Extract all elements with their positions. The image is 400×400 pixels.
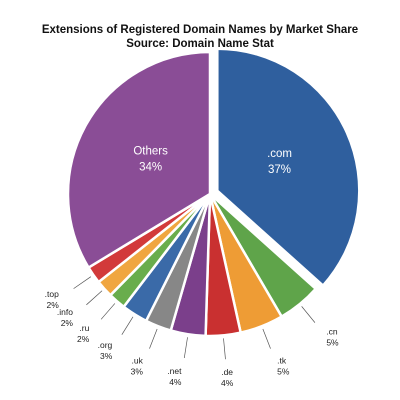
- chart-title: Extensions of Registered Domain Names by…: [41, 24, 359, 36]
- slice-value-com: 37%: [268, 164, 291, 176]
- leader-line-net: [183, 337, 188, 359]
- pie-slice-com: [216, 47, 361, 288]
- leader-line-cn: [301, 306, 316, 323]
- slice-value-tk: 5%: [277, 366, 290, 376]
- leader-line-ru: [100, 303, 116, 320]
- slice-value-top: 2%: [47, 300, 60, 310]
- slice-label-info: .info: [57, 307, 73, 317]
- slice-value-de: 4%: [221, 378, 234, 388]
- slice-value-ru: 2%: [77, 334, 90, 344]
- leader-line-info: [86, 290, 103, 306]
- slice-label-de: .de: [221, 367, 233, 377]
- chart-subtitle: Source: Domain Name Stat: [126, 38, 274, 50]
- slice-value-info: 2%: [61, 318, 74, 328]
- leader-line-org: [121, 316, 134, 335]
- leader-line-de: [223, 338, 226, 360]
- slice-label-ru: .ru: [79, 323, 89, 333]
- slice-value-net: 4%: [169, 377, 182, 387]
- pie-slice-others: [66, 50, 212, 270]
- slice-label-cn: .cn: [326, 327, 338, 337]
- leader-line-uk: [149, 328, 158, 349]
- slice-label-tk: .tk: [277, 355, 287, 365]
- slice-label-uk: .uk: [132, 355, 144, 365]
- slice-label-net: .net: [167, 366, 182, 376]
- slice-value-org: 3%: [100, 351, 113, 361]
- slice-value-uk: 3%: [131, 366, 144, 376]
- leader-line-top: [73, 276, 92, 289]
- slice-label-top: .top: [45, 289, 59, 299]
- slice-label-com: .com: [267, 148, 292, 160]
- slice-value-cn: 5%: [326, 338, 339, 348]
- slice-label-others: Others: [133, 146, 168, 158]
- slice-value-others: 34%: [139, 162, 162, 174]
- slice-label-org: .org: [98, 340, 113, 350]
- leader-line-tk: [262, 328, 271, 349]
